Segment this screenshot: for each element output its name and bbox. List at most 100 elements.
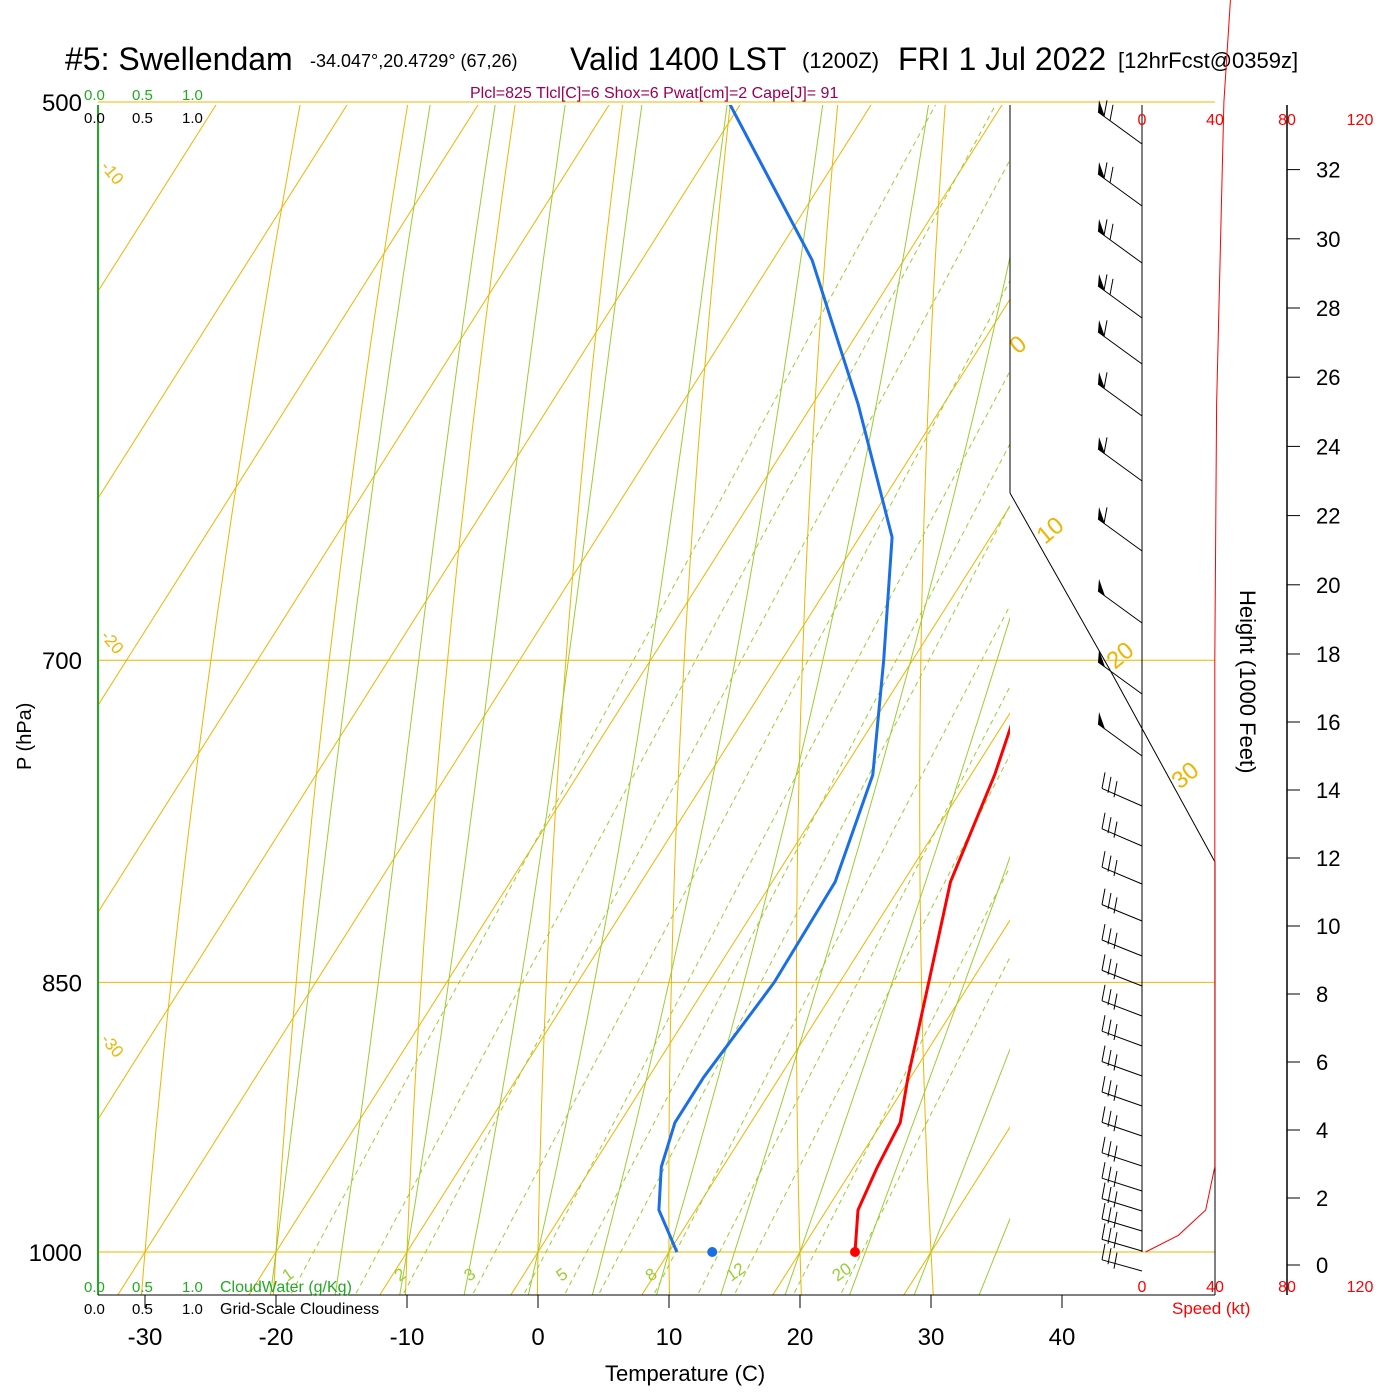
speed-tick-label-top: 40 bbox=[1206, 112, 1224, 129]
dry-adiabat-label: 10 bbox=[1032, 512, 1070, 550]
speed-tick-label-top: 0 bbox=[1138, 112, 1147, 129]
wind-barb-feather bbox=[1113, 1084, 1118, 1101]
wind-barb bbox=[1101, 1223, 1143, 1252]
isotherm-line bbox=[98, 105, 217, 293]
wind-barb bbox=[1101, 1243, 1143, 1272]
wind-barb bbox=[1101, 772, 1143, 807]
cloudwater-tick: 0.0 bbox=[84, 1279, 105, 1296]
dry-adiabat-line bbox=[536, 105, 624, 1295]
wind-barb-feather bbox=[1101, 923, 1106, 941]
mixing-ratio-line bbox=[522, 370, 1010, 1295]
station-coords: -34.047°,20.4729° (67,26) bbox=[310, 51, 518, 71]
wind-barb-pennant bbox=[1098, 579, 1105, 596]
wind-barb-feather bbox=[1107, 1166, 1112, 1183]
wind-barb-feather bbox=[1101, 1136, 1106, 1153]
wind-barb-feather bbox=[1101, 1202, 1106, 1220]
moist-adiabat-line bbox=[784, 616, 1010, 1295]
pressure-tick-label: 500 bbox=[42, 90, 82, 117]
wind-barb bbox=[1101, 954, 1143, 987]
wind-barb-feather bbox=[1107, 1110, 1112, 1127]
speed-tick-label-bottom: 0 bbox=[1138, 1279, 1147, 1296]
moist-adiabat-line bbox=[334, 105, 496, 1295]
wind-barb-feather bbox=[1107, 1248, 1112, 1265]
wind-barb bbox=[1101, 984, 1143, 1017]
wind-barb-pennant bbox=[1098, 100, 1105, 117]
speed-axis-label: Speed (kt) bbox=[1172, 1299, 1250, 1318]
speed-tick-label-bottom: 120 bbox=[1347, 1279, 1374, 1296]
pressure-axis-label: P (hPa) bbox=[14, 703, 36, 770]
temperature-tick-label: 30 bbox=[918, 1324, 945, 1351]
mixing-ratio-line bbox=[289, 105, 937, 1295]
mixing-ratio-line bbox=[696, 685, 1010, 1295]
wind-barb-feather bbox=[1103, 507, 1108, 524]
cloudwater-scale-bottom: 0.0 0.5 1.0 CloudWater (g/Kg) 0.0 0.5 1.… bbox=[84, 1279, 379, 1318]
wind-barb-feather bbox=[1107, 1141, 1112, 1158]
wind-barb-feather bbox=[1103, 162, 1108, 179]
wind-barb-feather bbox=[1107, 1049, 1112, 1067]
wind-barb-feather bbox=[1107, 1080, 1112, 1097]
wind-barb-feather bbox=[1113, 1252, 1118, 1269]
dry-adiabat-line bbox=[919, 105, 946, 1295]
wind-barb bbox=[1101, 923, 1143, 957]
wind-barb-staff bbox=[1097, 383, 1143, 417]
dry-adiabat-line bbox=[140, 105, 301, 1295]
wind-barb bbox=[1097, 507, 1143, 552]
wind-barb-feather bbox=[1103, 320, 1108, 337]
dry-adiabat-label: 0 bbox=[1005, 330, 1033, 359]
wind-barb-feather bbox=[1101, 1223, 1106, 1240]
isotherm-line bbox=[98, 105, 348, 500]
dewpoint-surface-marker bbox=[707, 1247, 718, 1257]
cloudwater-scale-top: 0.0 0.5 1.0 0.0 0.5 1.0 bbox=[84, 87, 203, 127]
wind-barb-feather bbox=[1107, 989, 1112, 1006]
mixing-ratio-line bbox=[792, 865, 1010, 1295]
height-tick-label: 12 bbox=[1316, 846, 1340, 871]
dry-adiabat-line bbox=[272, 105, 409, 1295]
isotherm-line bbox=[0, 0, 596, 1333]
height-tick-label: 18 bbox=[1316, 642, 1340, 667]
wind-barb-feather bbox=[1107, 1227, 1112, 1244]
temperature-profile-line bbox=[853, 724, 1010, 1253]
wind-barb bbox=[1097, 162, 1143, 207]
wind-barb-feather bbox=[1103, 219, 1108, 236]
moist-adiabat-line bbox=[463, 105, 643, 1295]
wind-barb-feather bbox=[1101, 1106, 1106, 1123]
speed-tick-label-bottom: 80 bbox=[1278, 1279, 1296, 1296]
wind-barb-feather bbox=[1113, 1023, 1118, 1041]
isotherm-line bbox=[117, 105, 872, 1295]
pressure-tick-label: 1000 bbox=[29, 1240, 82, 1267]
wind-barb bbox=[1101, 851, 1143, 885]
forecast-run: [12hrFcst@0359z] bbox=[1118, 48, 1298, 73]
wind-barb-feather bbox=[1101, 1015, 1106, 1032]
wind-barb bbox=[1101, 1015, 1143, 1047]
wind-barb-feather bbox=[1107, 817, 1112, 834]
cloudiness-tick: 0.0 bbox=[84, 1301, 105, 1318]
mixing-ratio-line bbox=[839, 956, 1010, 1295]
mixing-ratio-line bbox=[563, 442, 1010, 1295]
wind-barb-feather bbox=[1101, 888, 1106, 905]
wind-barb-staff bbox=[1097, 723, 1143, 757]
dry-adiabat-lines bbox=[140, 105, 946, 1295]
utc-time: (1200Z) bbox=[802, 48, 879, 73]
wind-speed-line bbox=[1145, 0, 1231, 1253]
isotherm-line bbox=[1142, 0, 1400, 1333]
wind-barb-feather bbox=[1109, 278, 1114, 295]
mixing-ratio-label: 8 bbox=[642, 1264, 661, 1285]
wind-barb-feather bbox=[1113, 821, 1118, 838]
height-tick-label: 0 bbox=[1316, 1253, 1328, 1278]
wind-barb-feather bbox=[1113, 1232, 1118, 1249]
wind-barb-feather bbox=[1113, 1145, 1118, 1162]
dry-adiabat-label: 30 bbox=[1167, 757, 1205, 795]
wind-barb-feather bbox=[1103, 437, 1108, 454]
height-tick-label: 28 bbox=[1316, 296, 1340, 321]
height-tick-label: 30 bbox=[1316, 227, 1340, 252]
speed-tick-label-top: 120 bbox=[1347, 112, 1374, 129]
height-axis-label: Height (1000 Feet) bbox=[1235, 590, 1260, 773]
dry-adiabat-line bbox=[404, 105, 516, 1295]
dry-adiabat-line bbox=[668, 105, 731, 1295]
height-tick-label: 24 bbox=[1316, 434, 1340, 459]
cloudwater-tick: 0.0 bbox=[84, 87, 105, 104]
wind-barb bbox=[1097, 712, 1143, 757]
wind-barb-staff bbox=[1097, 285, 1143, 319]
pressure-tick-label: 700 bbox=[42, 648, 82, 675]
